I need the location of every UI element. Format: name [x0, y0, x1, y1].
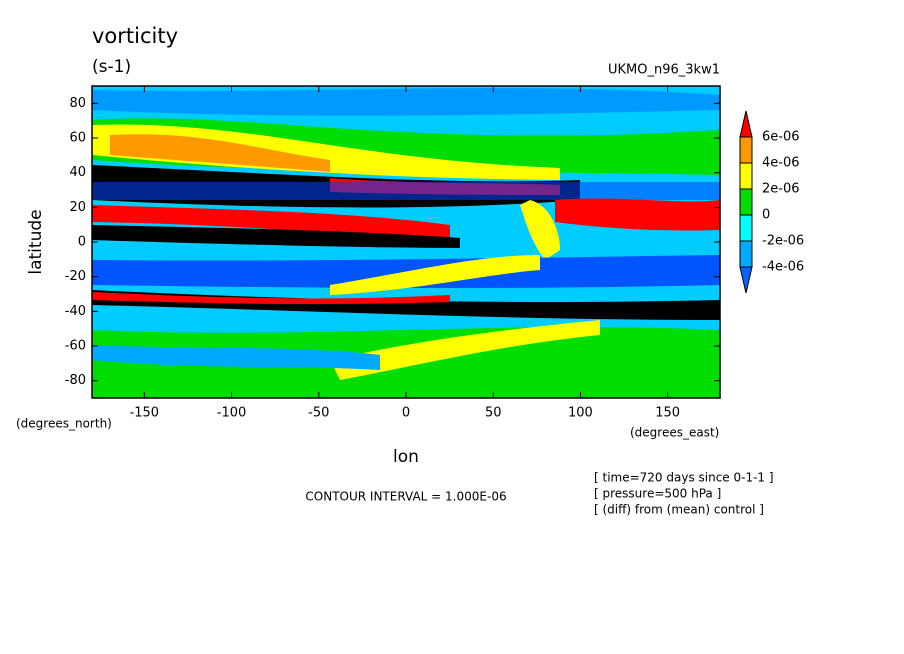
y-units: (degrees_north): [16, 417, 112, 431]
units: (s-1): [92, 57, 131, 77]
x-tick-label: 100: [568, 406, 593, 421]
colorbar-label: 2e-06: [762, 182, 800, 197]
y-tick-label: -80: [65, 373, 86, 388]
colorbar-segment: [739, 162, 753, 190]
colorbar-segment: [739, 136, 753, 164]
x-tick-label: -150: [130, 406, 160, 421]
colorbar-segment: [739, 110, 753, 138]
note: [ pressure=500 hPa ]: [594, 487, 721, 501]
y-tick-label: -20: [65, 269, 86, 284]
y-tick-label: 0: [78, 235, 86, 250]
x-tick-label: 150: [655, 406, 680, 421]
y-axis-label: latitude: [26, 209, 46, 274]
colorbar-label: 0: [762, 208, 770, 223]
note: [ time=720 days since 0-1-1 ]: [594, 471, 774, 485]
y-tick-label: 80: [69, 96, 86, 111]
colorbar-label: 6e-06: [762, 130, 800, 145]
y-tick-label: 60: [69, 131, 86, 146]
colorbar-label: 4e-06: [762, 156, 800, 171]
colorbar-label: -4e-06: [762, 260, 804, 275]
x-tick-label: 0: [402, 406, 410, 421]
chart-title: vorticity: [92, 24, 178, 48]
colorbar-segment: [739, 240, 753, 268]
x-tick-label: -50: [308, 406, 329, 421]
colorbar-segment: [739, 266, 753, 294]
x-axis-label: lon: [393, 447, 419, 467]
colorbar-segment: [739, 214, 753, 242]
colorbar-label: -2e-06: [762, 234, 804, 249]
dataset-label: UKMO_n96_3kw1: [608, 63, 720, 78]
x-tick-label: -100: [217, 406, 247, 421]
y-tick-label: 20: [69, 200, 86, 215]
colorbar-segment: [739, 188, 753, 216]
y-tick-label: -60: [65, 339, 86, 354]
x-tick-label: 50: [485, 406, 502, 421]
contour-field: [92, 86, 720, 398]
note: [ (diff) from (mean) control ]: [594, 503, 764, 517]
y-tick-label: 40: [69, 165, 86, 180]
contour-interval: CONTOUR INTERVAL = 1.000E-06: [305, 490, 506, 504]
y-tick-label: -40: [65, 304, 86, 319]
x-units: (degrees_east): [630, 426, 719, 440]
